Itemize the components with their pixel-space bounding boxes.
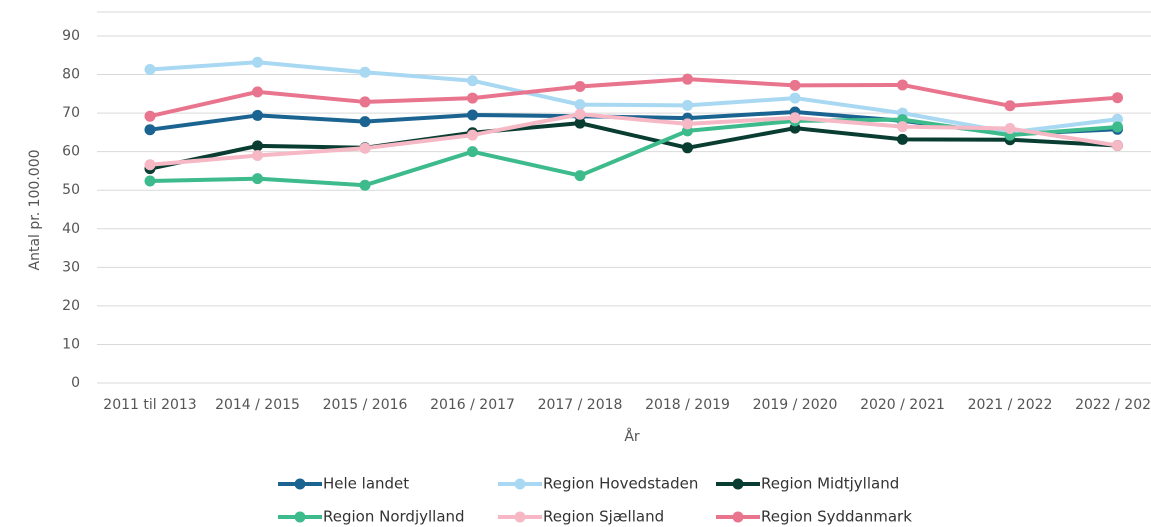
data-point (574, 108, 586, 120)
y-tick-label: 30 (62, 259, 80, 275)
y-tick-label: 40 (62, 221, 80, 237)
y-tick-label: 80 (62, 67, 80, 83)
data-point (789, 112, 801, 124)
data-point (144, 64, 156, 76)
legend-label: Region Hovedstaden (543, 475, 698, 493)
x-tick-label: 2022 / 2023 (1075, 397, 1151, 413)
data-point (897, 133, 908, 145)
y-tick-label: 90 (62, 28, 80, 44)
data-point (144, 110, 156, 122)
data-point (682, 73, 693, 85)
x-tick-label: 2017 / 2018 (538, 397, 623, 413)
data-point (144, 124, 156, 136)
y-tick-label: 50 (62, 182, 80, 198)
series-line (149, 60, 1118, 135)
x-tick-label: 2019 / 2020 (753, 397, 838, 413)
legend-marker (732, 478, 744, 490)
legend-label: Region Sjælland (543, 508, 664, 526)
data-point (1004, 123, 1016, 135)
y-tick-label: 0 (71, 375, 80, 391)
series-line (149, 121, 1118, 171)
data-point (1004, 100, 1016, 112)
data-point (574, 117, 586, 129)
x-tick-label: 2014 / 2015 (215, 397, 300, 413)
x-axis-label: År (624, 428, 640, 445)
data-point (467, 92, 478, 104)
data-point (682, 142, 693, 154)
data-point (682, 118, 693, 130)
data-point (897, 121, 908, 133)
data-point (359, 96, 371, 108)
data-point (252, 109, 263, 121)
legend-marker (294, 478, 306, 490)
data-point (789, 92, 801, 104)
data-point (252, 86, 263, 98)
data-point (574, 81, 586, 93)
data-point (682, 99, 693, 111)
series-line (149, 112, 1118, 167)
legend-marker (294, 511, 306, 523)
y-tick-label: 20 (62, 298, 80, 314)
legend-marker (514, 478, 526, 490)
data-point (359, 116, 371, 128)
data-point (467, 75, 478, 87)
y-tick-label: 70 (62, 105, 80, 121)
data-point (1112, 113, 1123, 125)
legend-label: Hele landet (323, 475, 409, 493)
data-point (252, 150, 263, 162)
x-tick-label: 2021 / 2022 (968, 397, 1053, 413)
legend-label: Region Nordjylland (323, 508, 465, 526)
series-line (149, 77, 1118, 119)
data-point (359, 179, 371, 191)
x-tick-label: 2016 / 2017 (430, 397, 515, 413)
y-axis-label: Antal pr. 100.000 (27, 149, 43, 270)
legend-marker (732, 511, 744, 523)
data-point (144, 159, 156, 171)
x-tick-label: 2020 / 2021 (860, 397, 945, 413)
x-tick-label: 2015 / 2016 (323, 397, 408, 413)
data-point (359, 66, 371, 78)
data-point (467, 129, 478, 141)
data-point (467, 109, 478, 121)
data-point (897, 79, 908, 91)
data-point (1112, 92, 1123, 104)
data-point (252, 56, 263, 68)
data-point (467, 146, 478, 158)
y-tick-label: 10 (62, 336, 80, 352)
data-point (144, 175, 156, 187)
legend-label: Region Midtjylland (761, 475, 899, 493)
data-point (359, 142, 371, 154)
data-point (1112, 121, 1123, 133)
y-tick-label: 60 (62, 144, 80, 160)
legend-label: Region Syddanmark (761, 508, 912, 526)
data-point (789, 79, 801, 91)
x-tick-label: 2011 til 2013 (103, 397, 196, 413)
x-tick-label: 2018 / 2019 (645, 397, 730, 413)
data-point (252, 173, 263, 185)
data-point (574, 99, 586, 111)
data-point (574, 170, 586, 182)
data-point (1112, 139, 1123, 151)
data-point (252, 140, 263, 152)
legend-marker (514, 511, 526, 523)
